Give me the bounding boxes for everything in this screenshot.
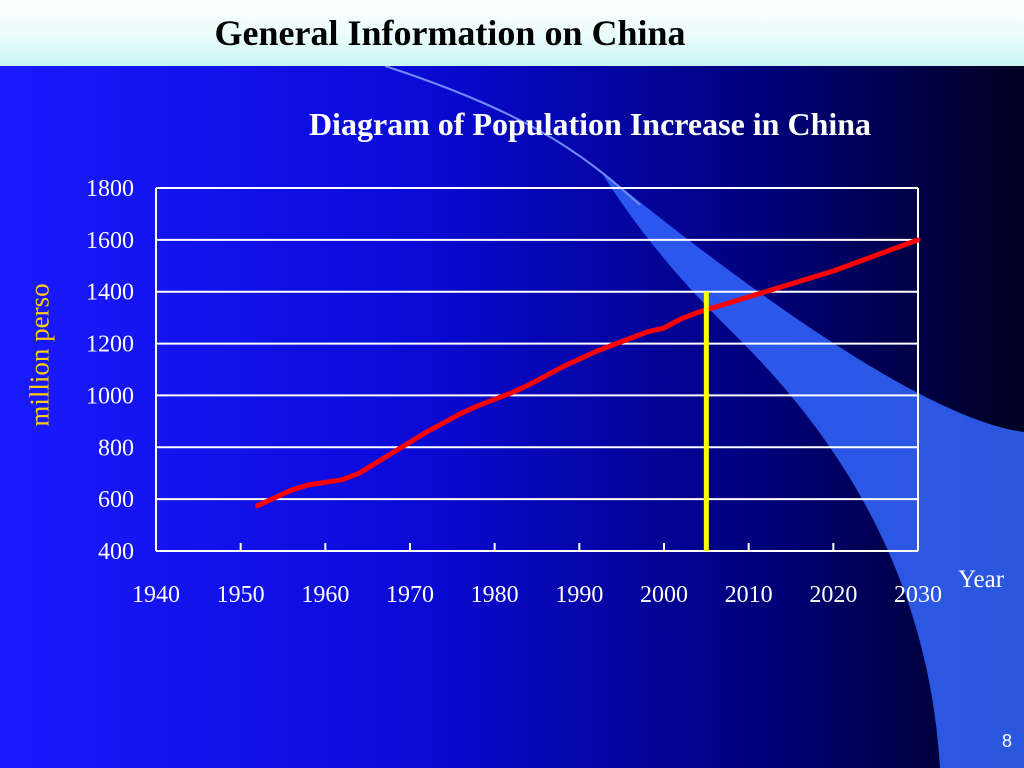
grid-layer [155, 187, 919, 552]
y-tick-label: 400 [98, 539, 134, 565]
x-tick-label: 2010 [725, 582, 773, 608]
y-tick-label: 1400 [86, 280, 134, 306]
y-tick-label: 1000 [86, 383, 134, 409]
x-tick-label: 1960 [301, 582, 349, 608]
tick-layer: 400 600 800 1000 1200 1400 1600 1800 1940 1950 196… [86, 176, 942, 608]
decorative-arc [384, 65, 641, 206]
chart-title: Diagram of Population Increase in China [308, 106, 872, 142]
title-bar: General Information on China [0, 0, 1024, 66]
x-axis-label: Year [958, 566, 1005, 593]
slide-title: General Information on China [214, 13, 686, 53]
x-tick-label: 2030 [894, 582, 942, 608]
x-tick-label: 1990 [555, 582, 603, 608]
y-tick-label: 800 [98, 435, 134, 461]
x-tick-label: 1980 [471, 582, 519, 608]
decorative-swoosh [600, 170, 1024, 768]
x-tick-label: 1950 [217, 582, 265, 608]
x-tick-label: 1970 [386, 582, 434, 608]
x-tick-label: 1940 [132, 582, 180, 608]
y-tick-label: 1800 [86, 176, 134, 202]
series-layer [255, 237, 921, 551]
series-line-population [255, 237, 921, 509]
page-number: 8 [1001, 731, 1012, 751]
y-tick-label: 1200 [86, 332, 134, 358]
y-tick-label: 1600 [86, 228, 134, 254]
y-tick-label: 600 [98, 487, 134, 513]
x-tick-label: 2000 [640, 582, 688, 608]
x-tick-label: 2020 [809, 582, 857, 608]
y-axis-label: million perso [24, 283, 55, 427]
